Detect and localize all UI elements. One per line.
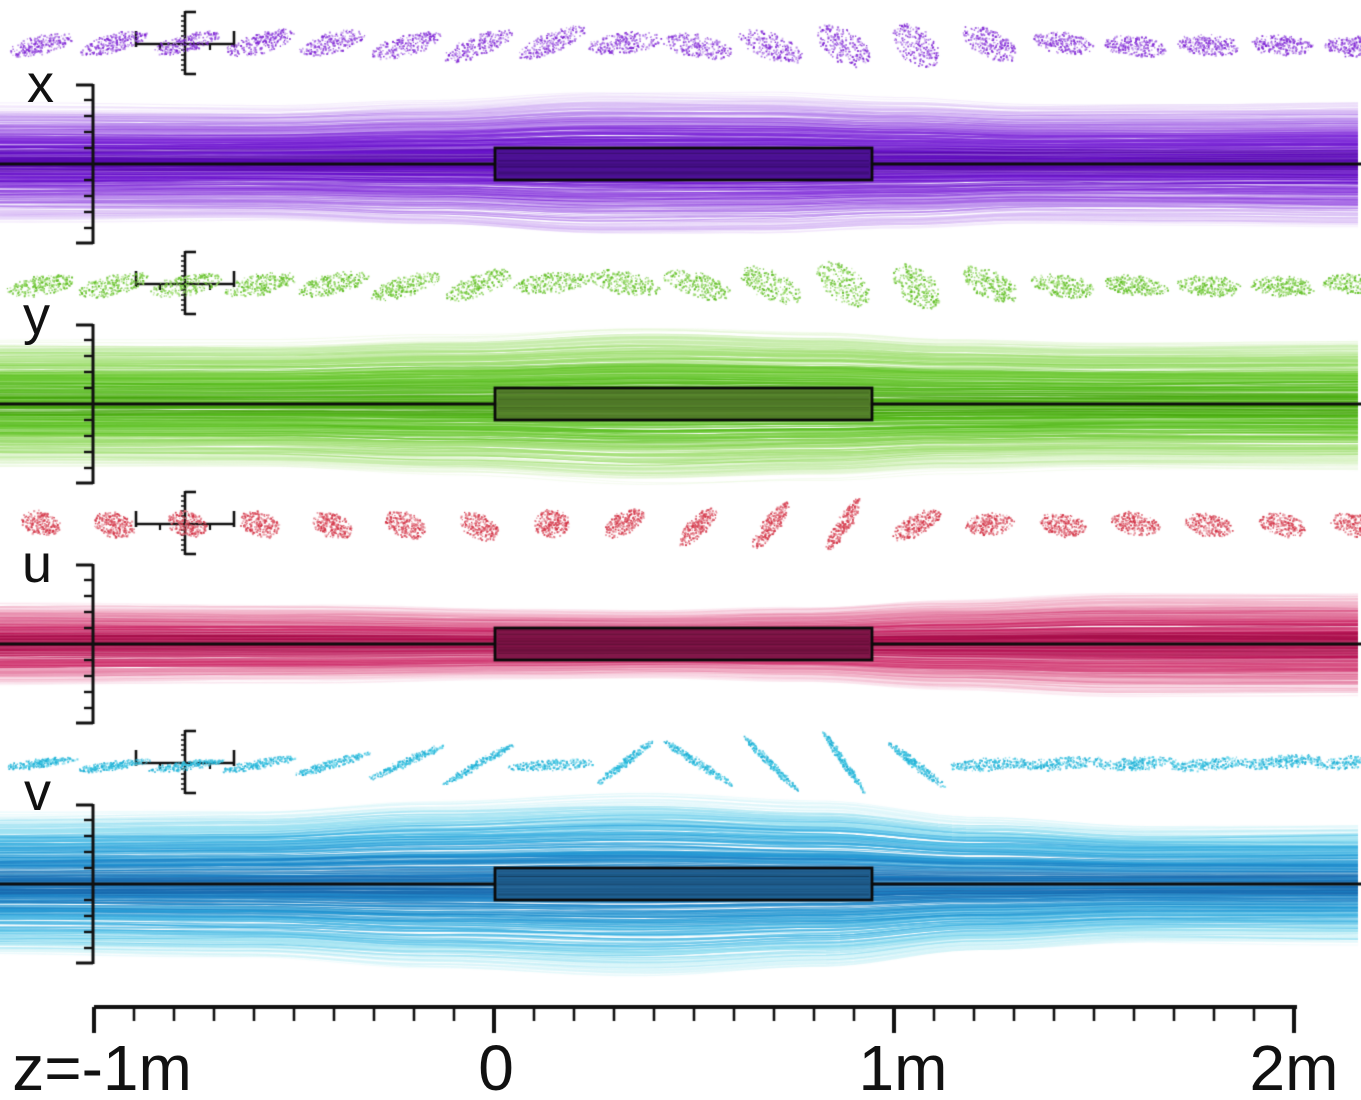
axis-tick-label-0: 0 [478,1032,514,1100]
axis-tick-label-z-minus-1m: z=-1m [12,1032,192,1100]
axis-tick-label-1m: 1m [858,1032,948,1100]
row-label-u: u [22,534,53,594]
row-label-x: x [27,54,54,114]
axis-tick-label-2m: 2m [1249,1032,1339,1100]
row-label-y: y [23,286,50,346]
row-label-v: v [24,762,51,822]
